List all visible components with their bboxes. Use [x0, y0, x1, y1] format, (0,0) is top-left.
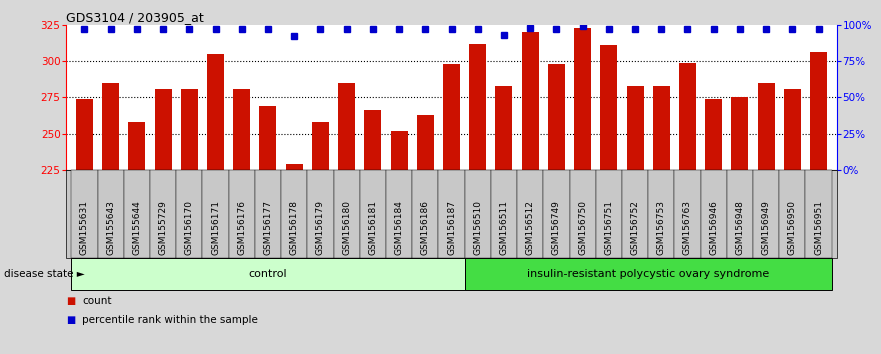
- Text: GSM156510: GSM156510: [473, 200, 482, 255]
- Bar: [365, 110, 381, 170]
- Text: GSM156763: GSM156763: [683, 200, 692, 255]
- Text: GSM156170: GSM156170: [185, 200, 194, 255]
- Text: GSM156751: GSM156751: [604, 200, 613, 255]
- Text: GSM156171: GSM156171: [211, 200, 220, 255]
- Bar: [470, 44, 486, 170]
- Bar: [679, 63, 696, 170]
- Bar: [653, 86, 670, 170]
- Bar: [233, 88, 250, 170]
- Text: GSM155644: GSM155644: [132, 200, 141, 255]
- Text: GSM156186: GSM156186: [421, 200, 430, 255]
- Bar: [129, 122, 145, 170]
- Bar: [338, 83, 355, 170]
- Text: GSM156749: GSM156749: [552, 200, 561, 255]
- Text: GSM155631: GSM155631: [80, 200, 89, 255]
- Text: GSM155643: GSM155643: [106, 200, 115, 255]
- Bar: [784, 88, 801, 170]
- Bar: [285, 164, 303, 170]
- Text: GSM156949: GSM156949: [762, 200, 771, 255]
- Text: GSM156948: GSM156948: [736, 200, 744, 255]
- Text: GSM156752: GSM156752: [631, 200, 640, 255]
- Bar: [705, 99, 722, 170]
- Bar: [102, 83, 119, 170]
- Bar: [417, 115, 433, 170]
- Text: GSM156750: GSM156750: [578, 200, 587, 255]
- Bar: [600, 45, 618, 170]
- Text: GSM156184: GSM156184: [395, 200, 403, 255]
- Text: GSM156187: GSM156187: [447, 200, 456, 255]
- Bar: [522, 32, 538, 170]
- Text: GSM156180: GSM156180: [342, 200, 352, 255]
- Text: GSM156178: GSM156178: [290, 200, 299, 255]
- Bar: [181, 88, 198, 170]
- Text: GSM156946: GSM156946: [709, 200, 718, 255]
- Bar: [443, 64, 460, 170]
- Text: GSM156176: GSM156176: [237, 200, 247, 255]
- Text: ■: ■: [66, 315, 75, 325]
- Bar: [495, 86, 513, 170]
- Text: GSM156950: GSM156950: [788, 200, 797, 255]
- Bar: [626, 86, 644, 170]
- Bar: [548, 64, 565, 170]
- Text: GSM156179: GSM156179: [316, 200, 325, 255]
- Text: GSM155729: GSM155729: [159, 200, 167, 255]
- Bar: [154, 88, 172, 170]
- Bar: [390, 131, 408, 170]
- Text: percentile rank within the sample: percentile rank within the sample: [82, 315, 258, 325]
- Text: GSM156951: GSM156951: [814, 200, 823, 255]
- Bar: [758, 83, 774, 170]
- Bar: [731, 97, 749, 170]
- Text: count: count: [82, 296, 111, 306]
- Bar: [76, 99, 93, 170]
- Bar: [259, 106, 277, 170]
- Text: ■: ■: [66, 296, 75, 306]
- Text: GSM156181: GSM156181: [368, 200, 377, 255]
- Text: GSM156512: GSM156512: [526, 200, 535, 255]
- Bar: [574, 28, 591, 170]
- Text: GSM156177: GSM156177: [263, 200, 272, 255]
- Text: GSM156753: GSM156753: [656, 200, 666, 255]
- Text: GDS3104 / 203905_at: GDS3104 / 203905_at: [66, 11, 204, 24]
- Text: GSM156511: GSM156511: [500, 200, 508, 255]
- Text: control: control: [248, 269, 287, 279]
- Text: disease state ►: disease state ►: [4, 269, 85, 279]
- Bar: [207, 54, 224, 170]
- Bar: [810, 52, 827, 170]
- Bar: [312, 122, 329, 170]
- Text: insulin-resistant polycystic ovary syndrome: insulin-resistant polycystic ovary syndr…: [527, 269, 769, 279]
